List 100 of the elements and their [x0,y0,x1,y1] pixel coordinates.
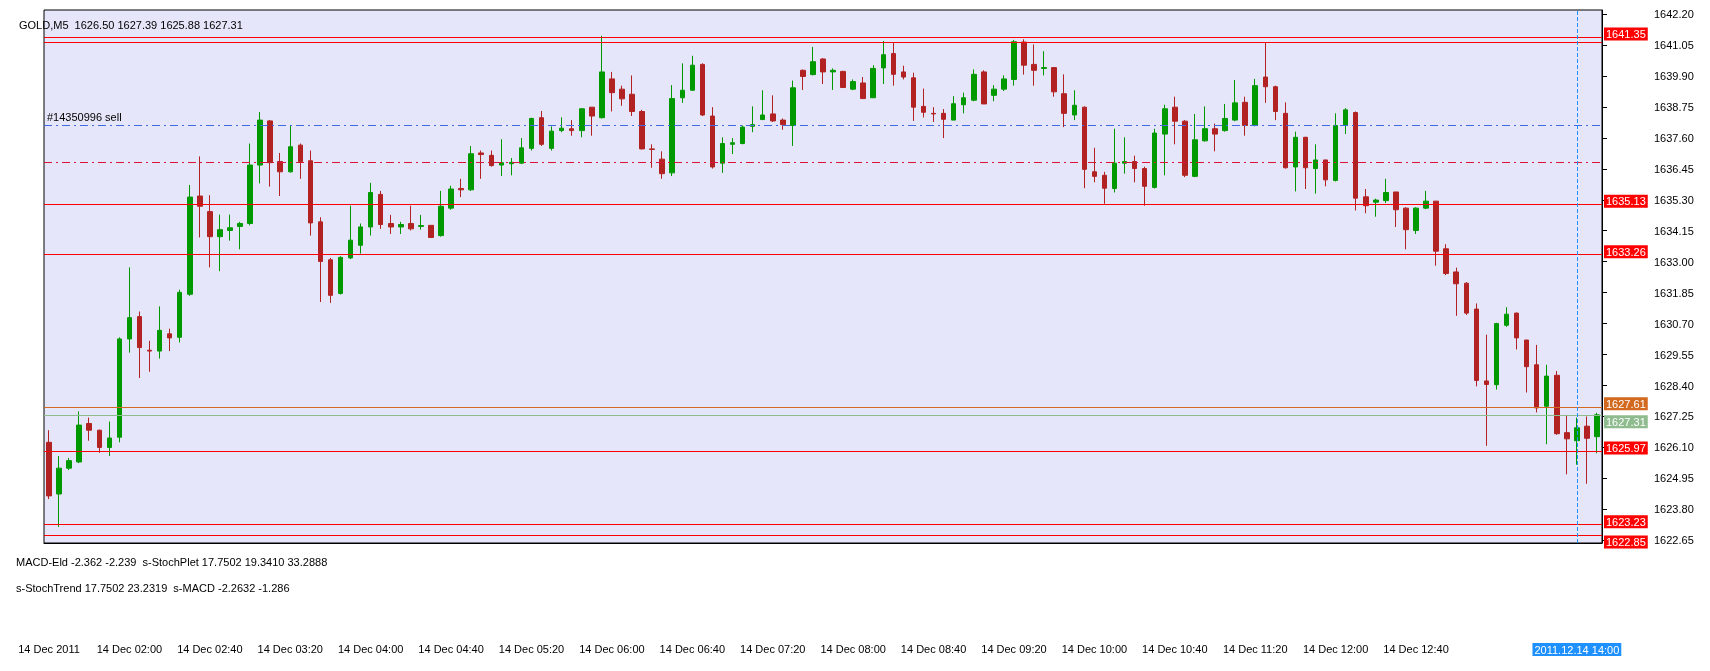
candlestick [820,57,826,85]
candlestick [86,417,92,442]
candlestick [720,136,725,174]
candlestick [207,194,213,268]
candlestick [428,224,434,239]
candlestick [931,106,936,123]
candlestick [288,124,293,174]
candlestick [478,150,484,180]
ref-line-label: #14350996 sell [47,110,122,123]
candlestick [941,108,946,139]
ref-line-label: 1641.35 [1606,27,1646,40]
candlestick [358,222,363,255]
candlestick [1504,306,1509,328]
candlestick [800,68,806,91]
candlestick [187,184,193,297]
candlestick [1152,128,1157,189]
x-tick-label: 14 Dec 03:20 [257,642,323,655]
candlestick [649,143,655,169]
candlestick [690,55,695,92]
candlestick [257,111,263,184]
candlestick [1363,188,1369,214]
candlestick [237,221,243,250]
candlestick [780,117,786,131]
candlestick [1011,39,1017,87]
candlestick [539,110,544,147]
candlestick [76,410,82,464]
candlestick [1102,171,1107,205]
ref-line-label: 1627.31 [1606,415,1646,428]
x-tick-label: 14 Dec 08:00 [820,642,886,655]
candlestick [1021,38,1027,76]
candlestick [860,76,866,100]
candlestick [1373,198,1379,218]
x-tick-label: 14 Dec 09:20 [981,642,1047,655]
x-tick-label: 14 Dec 10:40 [1142,642,1208,655]
x-tick-label: 14 Dec 02:40 [177,642,243,655]
candlestick [579,107,585,138]
candlestick [1202,105,1208,143]
candlestick [609,71,615,112]
candlestick [790,80,796,147]
candlestick [569,119,574,137]
candlestick [1494,322,1499,391]
ref-line-label: 1627.61 [1606,397,1646,410]
candlestick [1263,42,1268,104]
candlestick [1142,166,1147,207]
candlestick [529,117,534,152]
candlestick [1313,143,1318,195]
candlestick [1092,147,1097,183]
candlestick [840,70,846,89]
candlestick [167,328,172,352]
candlestick [619,85,625,107]
candlestick [1112,128,1117,194]
candlestick [559,116,564,133]
candlestick [46,429,52,500]
candlestick [1564,414,1570,475]
candlestick [549,125,554,152]
candlestick [1192,113,1198,178]
candlestick [1584,415,1590,485]
candlestick [338,255,343,296]
candlestick [308,150,313,237]
candlestick [509,157,514,176]
y-tick-label: 1626.10 [1654,441,1694,454]
candlestick [127,266,132,354]
candlestick [830,67,836,91]
candlestick [1544,364,1549,445]
x-tick-label: 14 Dec 11:20 [1222,642,1288,655]
y-tick-label: 1639.90 [1654,69,1694,82]
candlestick [398,221,404,235]
candlestick [1433,200,1439,267]
y-tick-label: 1630.70 [1654,317,1694,330]
candlestick [1232,79,1238,122]
candlestick [1353,110,1358,212]
candlestick [1524,339,1529,394]
candlestick [1222,103,1228,133]
y-tick-label: 1628.40 [1654,379,1694,392]
candlestick [629,74,635,117]
x-tick-label: 2011.12.14 14:00 [1534,643,1620,656]
candlestick [408,205,414,231]
candlestick [1061,73,1067,128]
y-tick-label: 1622.65 [1654,534,1694,547]
y-tick-label: 1627.25 [1654,410,1694,423]
candlestick [911,72,916,122]
x-tick-label: 14 Dec 07:20 [740,642,806,655]
x-tick-label: 14 Dec 02:00 [96,642,163,655]
candlestick [1242,96,1248,137]
candlestick [1293,131,1298,192]
candlestick [247,143,253,226]
candlestick [770,94,776,123]
candlestick [1594,412,1600,454]
candlestick [328,257,333,304]
candlestick [700,62,705,117]
candlestick [850,78,856,91]
candlestick [458,178,464,198]
candlestick [1514,312,1519,350]
candlestick [1484,334,1489,447]
candlestick [1252,78,1258,127]
candlestick [599,35,605,119]
candlestick [1323,159,1328,187]
candlestick [921,88,926,118]
candlestick [680,62,685,104]
candlestick [730,137,735,155]
